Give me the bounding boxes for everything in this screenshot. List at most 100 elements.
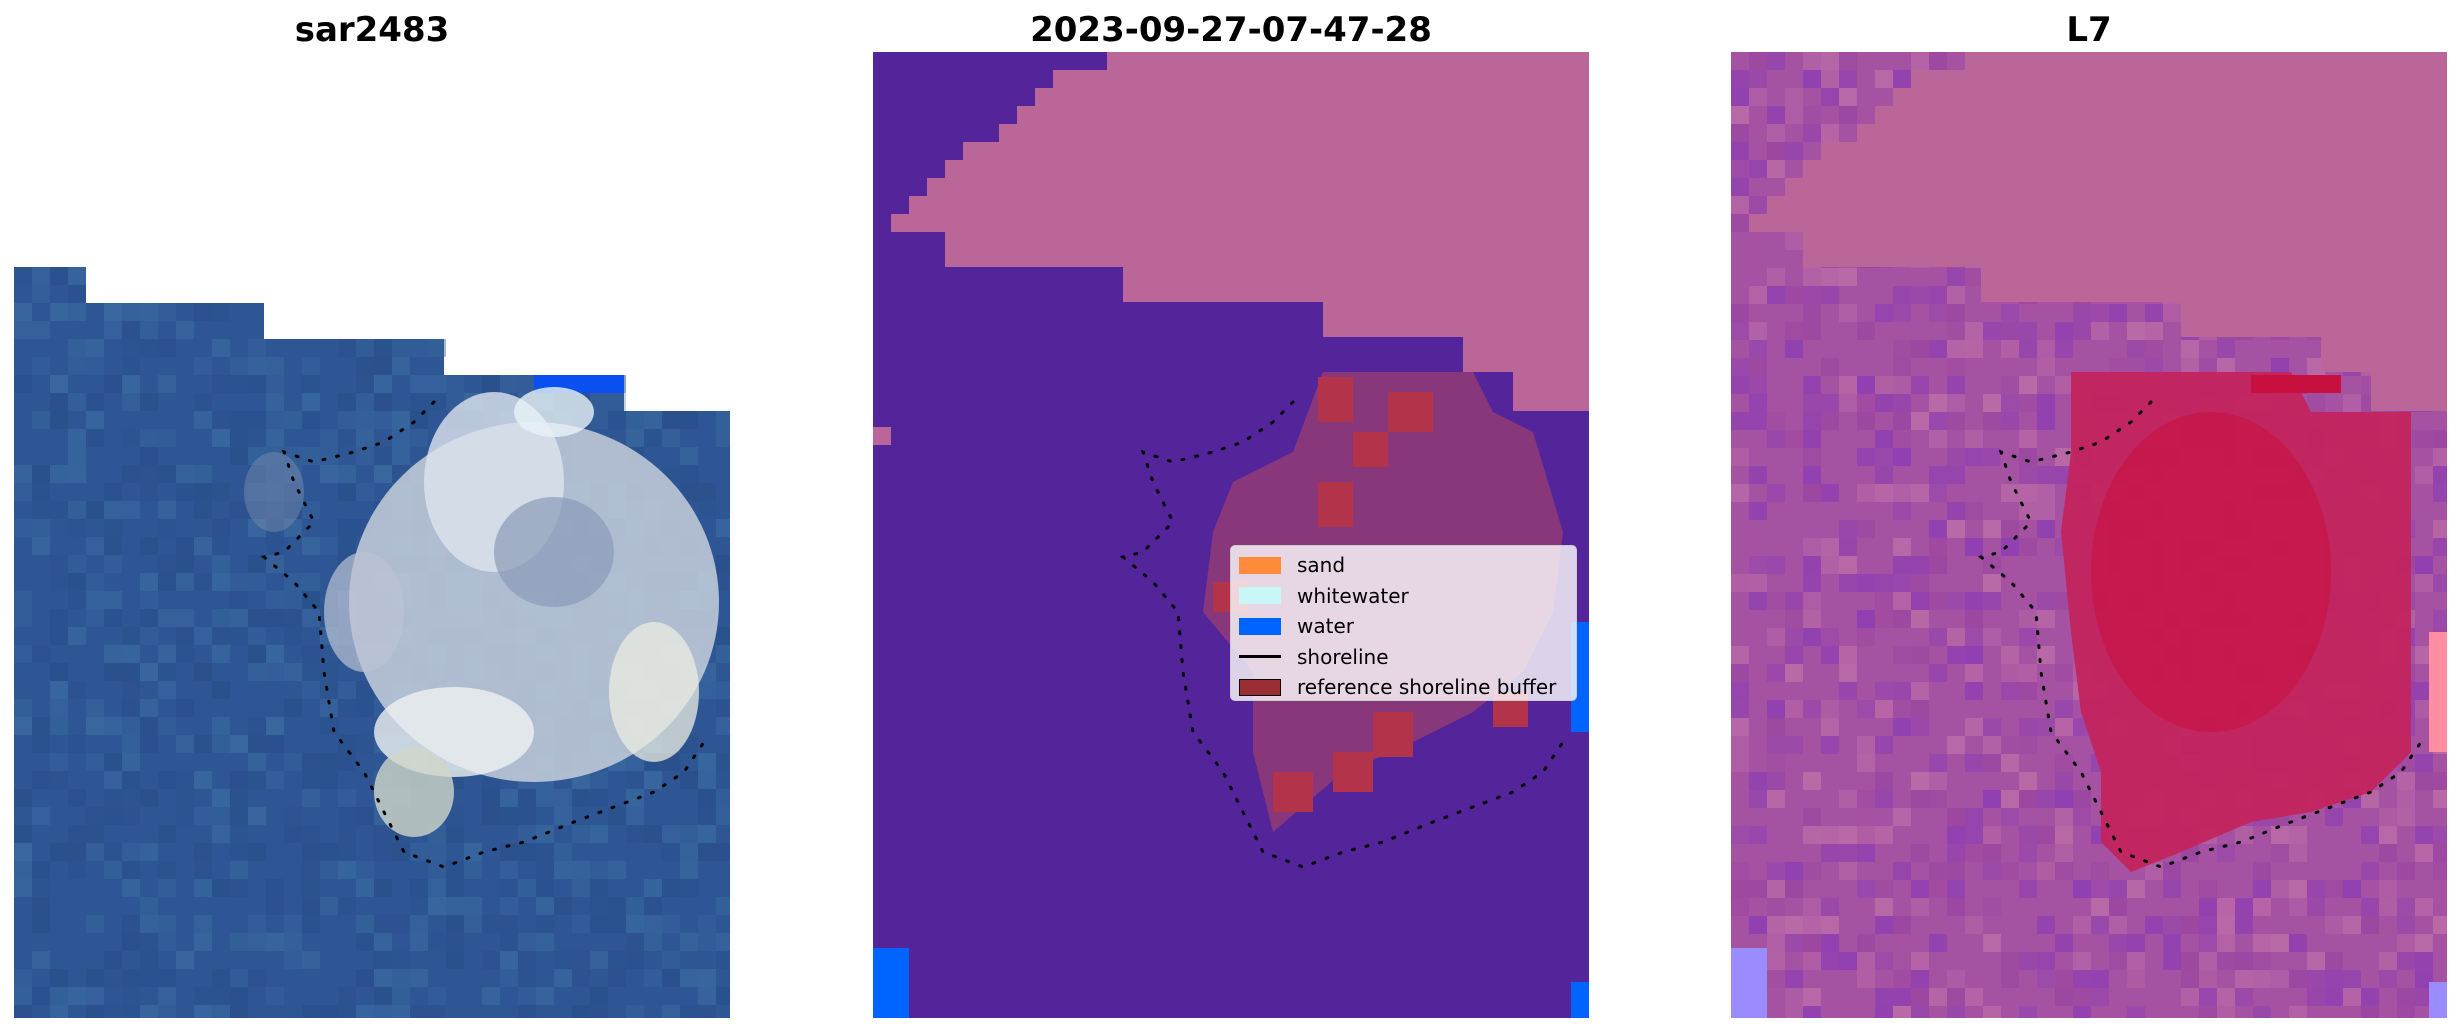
index-pixel [1731,898,1749,916]
index-pixel [2397,862,2415,880]
rgb-pixel [680,483,698,501]
index-pixel [1911,592,1929,610]
index-pixel [2325,916,2343,934]
rgb-pixel [374,843,392,861]
rgb-pixel [680,1005,698,1018]
rgb-pixel [122,303,140,321]
rgb-pixel [302,843,320,861]
index-pixel [1965,646,1983,664]
rgb-pixel [212,681,230,699]
rgb-pixel [248,969,266,987]
index-pixel [1785,106,1803,124]
rgb-pixel [140,321,158,339]
rgb-pixel [590,897,608,915]
index-pixel [1857,700,1875,718]
rgb-pixel [302,789,320,807]
rgb-pixel [50,303,68,321]
rgb-pixel [122,717,140,735]
legend-label: whitewater [1297,583,1409,608]
index-pixel [1803,52,1821,70]
index-pixel [2289,898,2307,916]
rgb-pixel [194,1005,212,1018]
rgb-pixel [140,573,158,591]
rgb-pixel [338,735,356,753]
index-pixel [2109,952,2127,970]
index-pixel [1893,358,1911,376]
index-pixel [2001,484,2019,502]
rgb-pixel [338,537,356,555]
index-pixel [1929,862,1947,880]
legend-item-whitewater: whitewater [1239,581,1568,612]
index-pixel [1785,736,1803,754]
rgb-pixel [410,411,428,429]
index-pixel [1893,682,1911,700]
index-pixel [1803,322,1821,340]
rgb-pixel [374,915,392,933]
index-pixel [1767,970,1785,988]
index-pixel [2253,862,2271,880]
rgb-pixel [680,411,698,429]
index-pixel [1983,718,2001,736]
rgb-pixel [338,429,356,447]
rgb-pixel [572,879,590,897]
index-pixel [1893,610,1911,628]
index-pixel [1857,628,1875,646]
rgb-pixel [428,339,446,357]
rgb-pixel [212,483,230,501]
rgb-pixel [68,429,86,447]
index-pixel [2217,934,2235,952]
rgb-pixel [410,915,428,933]
rgb-pixel [122,861,140,879]
legend-item-water: water [1239,611,1568,642]
index-pixel [1803,988,1821,1006]
rgb-pixel [536,843,554,861]
rgb-pixel [158,915,176,933]
rgb-pixel [284,951,302,969]
index-pixel [2217,952,2235,970]
rgb-pixel [698,825,716,843]
index-pixel [1893,988,1911,1006]
index-panel [1731,52,2447,1018]
rgb-pixel [302,771,320,789]
index-pixel [2253,952,2271,970]
rgb-pixel [86,609,104,627]
legend-swatch-buffer [1239,678,1281,696]
rgb-pixel [536,861,554,879]
index-pixel [2019,844,2037,862]
index-pixel [1785,628,1803,646]
index-pixel [1983,1006,2001,1018]
index-pixel [2019,448,2037,466]
rgb-pixel [284,807,302,825]
rgb-pixel [500,933,518,951]
rgb-pixel [104,951,122,969]
rgb-pixel [338,807,356,825]
rgb-pixel [284,627,302,645]
rgb-pixel [68,825,86,843]
index-pixel [2127,934,2145,952]
rgb-pixel [572,1005,590,1018]
index-pixel [2361,1006,2379,1018]
index-pixel [2037,610,2055,628]
index-pixel [2091,916,2109,934]
index-pixel [2361,790,2379,808]
index-pixel [2163,916,2181,934]
index-pixel [1893,970,1911,988]
index-pixel [1767,268,1785,286]
index-pixel [1749,556,1767,574]
index-pixel [1731,214,1749,232]
rgb-pixel [644,825,662,843]
rgb-pixel [194,861,212,879]
rgb-pixel [446,933,464,951]
rgb-pixel [122,393,140,411]
rgb-pixel [680,969,698,987]
rgb-pixel [536,987,554,1005]
rgb-pixel [554,807,572,825]
index-pixel [1803,916,1821,934]
rgb-pixel [140,609,158,627]
rgb-pixel [644,429,662,447]
rgb-pixel [428,933,446,951]
index-pixel [1875,772,1893,790]
index-pixel [2019,682,2037,700]
rgb-pixel [158,303,176,321]
rgb-pixel [194,537,212,555]
